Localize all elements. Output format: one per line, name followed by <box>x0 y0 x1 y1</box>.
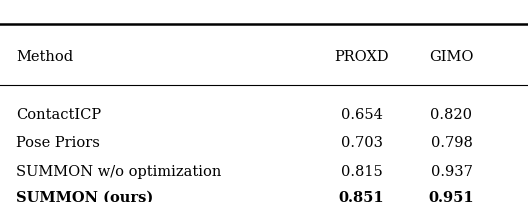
Text: 0.703: 0.703 <box>341 136 383 150</box>
Text: 0.798: 0.798 <box>430 136 473 150</box>
Text: 0.937: 0.937 <box>430 165 473 179</box>
Text: GIMO: GIMO <box>429 49 474 64</box>
Text: SUMMON w/o optimization: SUMMON w/o optimization <box>16 165 221 179</box>
Text: Method: Method <box>16 49 73 64</box>
Text: 0.851: 0.851 <box>339 191 384 202</box>
Text: Pose Priors: Pose Priors <box>16 136 100 150</box>
Text: 0.815: 0.815 <box>341 165 383 179</box>
Text: SUMMON (ours): SUMMON (ours) <box>16 191 153 202</box>
Text: 0.654: 0.654 <box>341 108 383 122</box>
Text: ContactICP: ContactICP <box>16 108 101 122</box>
Text: PROXD: PROXD <box>334 49 389 64</box>
Text: 0.951: 0.951 <box>429 191 474 202</box>
Text: 0.820: 0.820 <box>430 108 473 122</box>
